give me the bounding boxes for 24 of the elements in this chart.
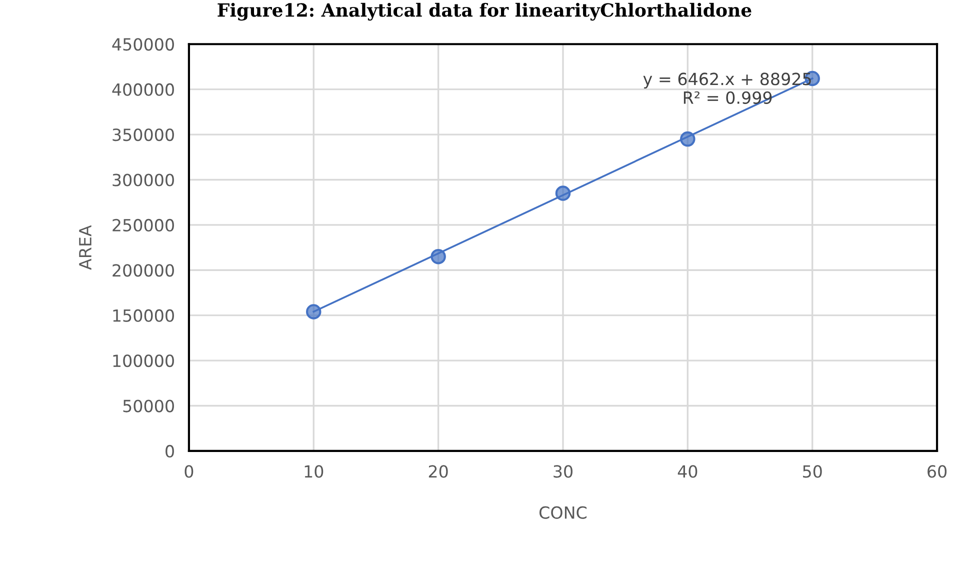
y-tick-label: 300000 [112,174,174,186]
x-tick-label: 20 [428,465,448,478]
y-axis-title: AREA [79,225,92,270]
y-tick-label: 50000 [123,400,174,412]
y-tick-label: 100000 [113,354,174,368]
y-tick-label: 400000 [112,83,174,96]
point [306,304,322,320]
y-tick-label: 150000 [113,309,174,322]
y-tick-label: 450000 [112,38,174,51]
chart-title: Figure12: Analytical data for linearityChlorthalidone [218,2,752,21]
y-tick-label: 200000 [112,264,174,277]
point [680,131,696,147]
x-tick-label: 30 [554,465,572,478]
x-axis-title: CONC [539,506,587,519]
x-tick-label: 50 [803,465,822,478]
y-tick-label: 250000 [112,218,174,232]
x-tick-label: 10 [304,465,324,478]
y-tick-label: 0 [166,444,174,458]
x-tick-label: 0 [184,465,194,478]
point [430,248,446,264]
y-tick-label: 350000 [112,128,174,142]
x-tick-label: 60 [928,465,947,478]
point [555,186,571,201]
x-tick-label: 40 [678,465,698,478]
